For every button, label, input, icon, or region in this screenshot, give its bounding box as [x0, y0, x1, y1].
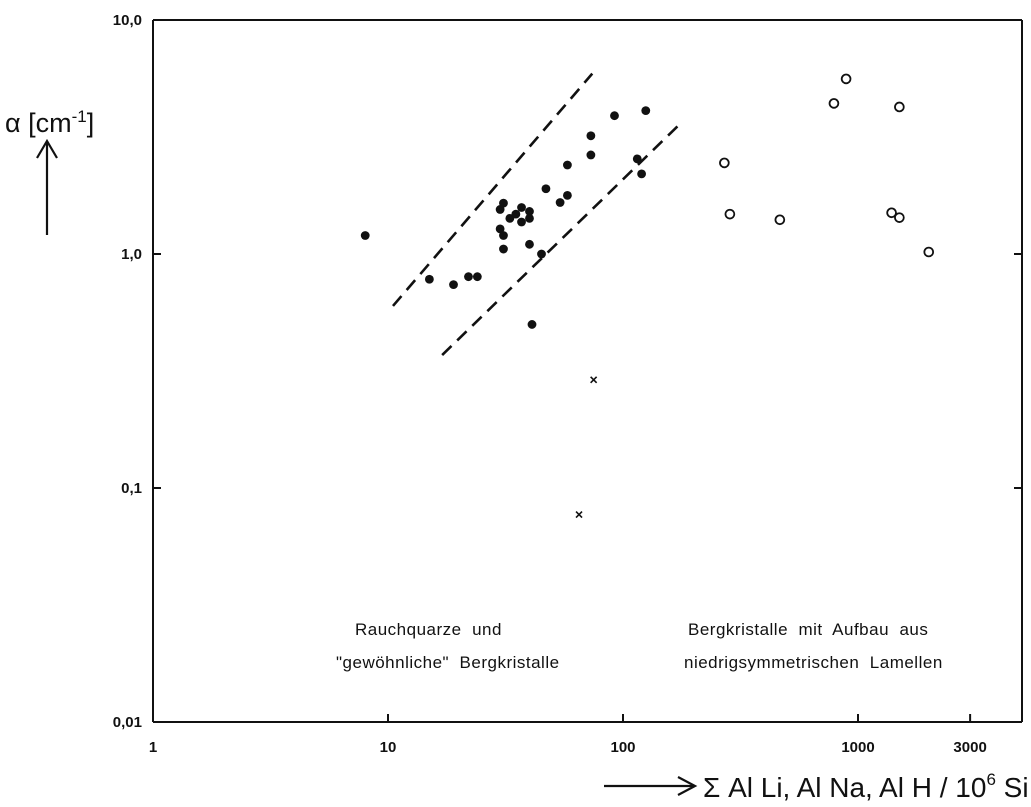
x-axis-label-text: Σ Al Li, Al Na, Al H / 106 Si — [703, 770, 1029, 803]
filled-circle-point — [499, 198, 508, 208]
filled-circle-point — [641, 106, 651, 116]
x-tick-label: 1000 — [841, 739, 874, 756]
x-tick-label: 3000 — [953, 739, 986, 756]
filled-circle-point — [449, 280, 458, 289]
open-circle-point — [724, 208, 736, 220]
annotation-left: Rauchquarze und "gewöhnliche" Bergkrista… — [336, 620, 560, 672]
y-axis-label-sup: -1 — [72, 107, 87, 126]
guide-lines — [391, 72, 682, 356]
filled-circle-point — [525, 207, 534, 216]
y-axis-label: α [cm-1] — [5, 107, 94, 235]
filled-circle-point — [499, 231, 508, 240]
filled-circle-point — [555, 198, 565, 207]
filled-circle-point — [527, 320, 537, 329]
filled-circle-point — [499, 244, 508, 254]
filled-circle-point — [563, 160, 572, 170]
x-tick-label: 10 — [380, 739, 397, 756]
annotation-right-line-2: niedrigsymmetrischen Lamellen — [684, 653, 943, 672]
filled-circle-point — [464, 272, 473, 282]
open-circle-point — [774, 214, 786, 226]
right-arrow-icon — [604, 776, 698, 796]
tick-group: 1 10 100 1000 3000 10,0 1,0 0,1 0,01 — [113, 12, 1022, 756]
filled-circle-point — [537, 249, 546, 259]
filled-circle-point — [637, 169, 647, 179]
open-circle-point — [923, 246, 935, 258]
y-axis-label-main: α [cm — [5, 108, 72, 138]
filled-circle-point — [517, 203, 526, 212]
open-circle-point — [828, 98, 840, 109]
filled-circle-point — [586, 150, 596, 160]
y-tick-label: 0,01 — [113, 714, 142, 731]
annotation-left-line-2: "gewöhnliche" Bergkristalle — [336, 653, 560, 672]
open-circle-point — [719, 157, 730, 169]
y-tick-label: 10,0 — [113, 12, 142, 29]
y-tick-label: 0,1 — [121, 480, 142, 497]
cross-point — [590, 376, 598, 384]
x-axis-label-main: Σ Al Li, Al Na, Al H / 10 — [703, 772, 986, 803]
x-tick-label: 100 — [610, 739, 635, 756]
dashed-guide-line — [441, 122, 682, 356]
x-axis-label: Σ Al Li, Al Na, Al H / 106 Si — [604, 770, 1029, 803]
y-tick-label: 1,0 — [121, 246, 142, 263]
x-axis-label-tail: Si — [996, 772, 1029, 803]
annotation-right: Bergkristalle mit Aufbau aus niedrigsymm… — [684, 620, 943, 672]
annotation-left-line-1: Rauchquarze und — [355, 620, 502, 639]
filled-circle-point — [563, 191, 572, 200]
filled-circle-point — [525, 213, 534, 223]
filled-circle-point — [541, 184, 551, 194]
y-axis-label-text: α [cm-1] — [5, 107, 94, 138]
annotation-right-line-1: Bergkristalle mit Aufbau aus — [688, 620, 928, 639]
open-circle-point — [886, 207, 897, 219]
open-circle-point — [894, 212, 905, 223]
filled-circle-point — [610, 111, 619, 121]
dashed-guide-line — [391, 72, 594, 307]
x-tick-label: 1 — [149, 739, 157, 756]
filled-circle-point — [517, 217, 526, 227]
filled-circle-point — [525, 239, 534, 249]
open-circle-point — [894, 101, 905, 113]
cross-point — [575, 510, 583, 519]
filled-circle-point — [360, 231, 370, 240]
open-circle-point — [840, 73, 852, 85]
up-arrow-icon — [36, 138, 58, 235]
filled-circle-point — [632, 154, 642, 164]
filled-circle-point — [495, 224, 505, 234]
filled-circle-point — [586, 131, 596, 141]
filled-circle-point — [472, 272, 482, 282]
x-axis-label-sup: 6 — [986, 770, 995, 789]
filled-circle-point — [511, 209, 521, 219]
y-axis-label-tail: ] — [87, 108, 95, 138]
data-points — [360, 73, 935, 519]
filled-circle-point — [424, 274, 434, 284]
